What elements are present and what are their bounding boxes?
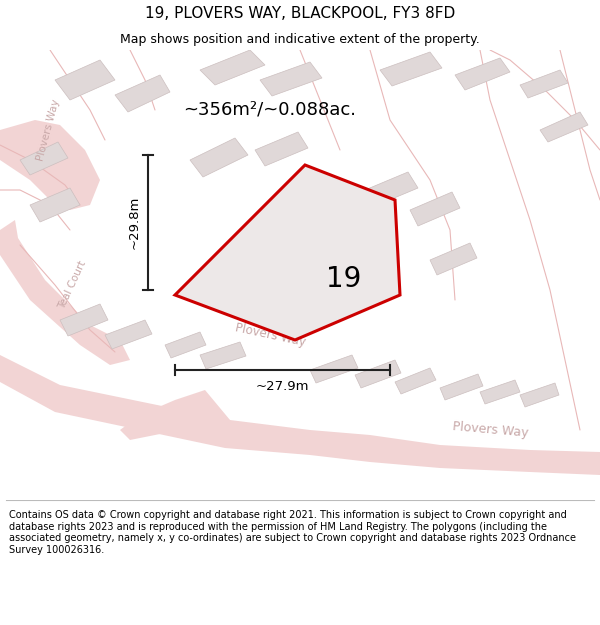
Polygon shape	[255, 132, 308, 166]
Text: ~27.9m: ~27.9m	[256, 379, 309, 392]
Text: Teal Court: Teal Court	[56, 259, 88, 311]
Text: Plovers Way: Plovers Way	[35, 98, 61, 162]
Text: Plovers Way: Plovers Way	[452, 420, 529, 440]
Polygon shape	[520, 70, 568, 98]
Text: 19, PLOVERS WAY, BLACKPOOL, FY3 8FD: 19, PLOVERS WAY, BLACKPOOL, FY3 8FD	[145, 6, 455, 21]
Polygon shape	[395, 368, 436, 394]
Text: Map shows position and indicative extent of the property.: Map shows position and indicative extent…	[120, 32, 480, 46]
Polygon shape	[260, 62, 322, 96]
Text: 19: 19	[326, 265, 362, 293]
Text: ~29.8m: ~29.8m	[128, 196, 140, 249]
Polygon shape	[365, 172, 418, 206]
Polygon shape	[190, 138, 248, 177]
Polygon shape	[310, 355, 358, 383]
Polygon shape	[115, 75, 170, 112]
Polygon shape	[430, 243, 477, 275]
Polygon shape	[520, 383, 559, 407]
Polygon shape	[480, 380, 520, 404]
Polygon shape	[380, 52, 442, 86]
Polygon shape	[60, 304, 108, 336]
Polygon shape	[540, 112, 588, 142]
Polygon shape	[0, 120, 100, 210]
Text: Contains OS data © Crown copyright and database right 2021. This information is : Contains OS data © Crown copyright and d…	[9, 510, 576, 555]
Polygon shape	[20, 142, 68, 175]
Polygon shape	[0, 220, 130, 365]
Polygon shape	[105, 320, 152, 349]
Polygon shape	[0, 355, 600, 475]
Polygon shape	[30, 188, 80, 222]
Text: Plovers Way: Plovers Way	[233, 321, 307, 349]
Text: ~356m²/~0.088ac.: ~356m²/~0.088ac.	[184, 101, 356, 119]
Polygon shape	[120, 390, 230, 440]
Polygon shape	[55, 60, 115, 100]
Polygon shape	[200, 50, 265, 85]
Polygon shape	[440, 374, 483, 400]
Polygon shape	[355, 360, 401, 388]
Polygon shape	[165, 332, 206, 358]
Polygon shape	[200, 342, 246, 369]
Polygon shape	[410, 192, 460, 226]
Polygon shape	[455, 58, 510, 90]
Polygon shape	[175, 165, 400, 340]
